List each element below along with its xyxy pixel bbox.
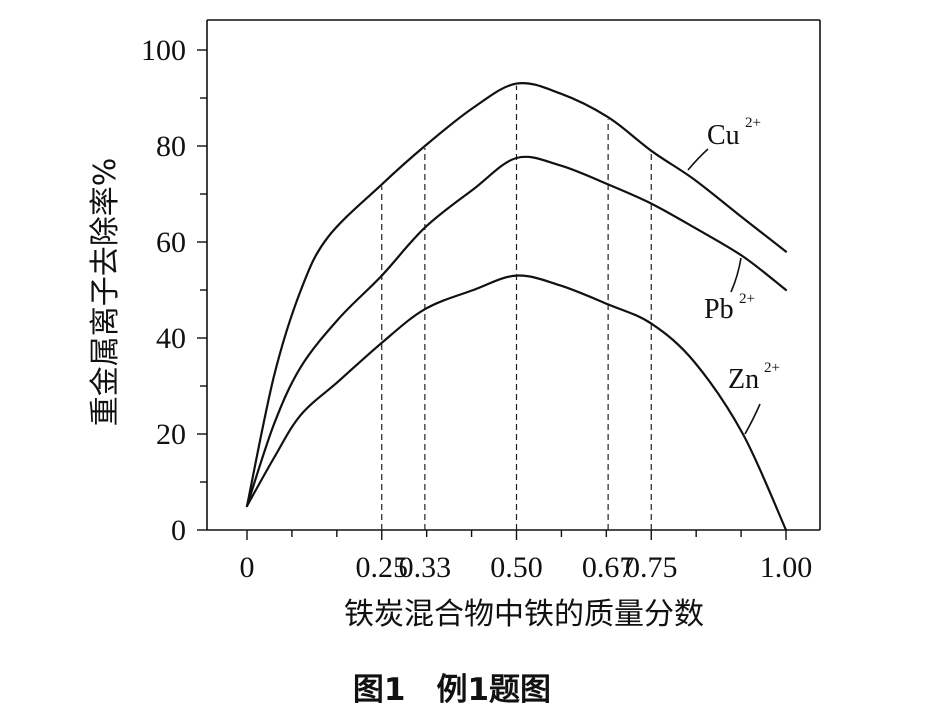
x-tick-label: 0.67: [582, 551, 635, 584]
zn-label: Zn: [728, 364, 759, 395]
y-tick-label: 80: [156, 130, 186, 163]
zn-series-label: Zn 2+: [728, 360, 780, 435]
plot-frame: [206, 19, 821, 531]
pb-sup: 2+: [739, 291, 755, 307]
x-tick-label: 0.33: [399, 551, 452, 584]
y-tick-label: 40: [156, 322, 186, 355]
zn-leader-line: [744, 403, 761, 435]
x-tick-label: 0.25: [356, 551, 409, 584]
pb-curve: [245, 155, 788, 508]
cu-label: Cu: [707, 120, 740, 151]
y-tick-label: 0: [171, 514, 186, 547]
pb-leader-line: [730, 257, 742, 293]
cu-curve: [245, 81, 788, 508]
cu-leader-line: [687, 148, 709, 171]
zn-curve: [245, 274, 788, 532]
pb-series-label: Pb 2+: [704, 257, 755, 325]
y-tick-label: 20: [156, 418, 186, 451]
y-axis-title: 重金属离子去除率%: [88, 158, 123, 427]
cu-series-label: Cu 2+: [687, 115, 761, 171]
pb-label: Pb: [704, 294, 734, 325]
figure-caption: 图1 例1题图: [353, 672, 551, 708]
x-tick-label: 1.00: [760, 551, 813, 584]
x-axis-title: 铁炭混合物中铁的质量分数: [344, 597, 704, 632]
x-tick-label: 0.75: [625, 551, 678, 584]
zn-sup: 2+: [764, 360, 780, 376]
series-curves: [245, 81, 788, 532]
guide-lines: [381, 85, 652, 530]
cu-sup: 2+: [745, 115, 761, 131]
ticks: 0 20 40 60 80 100 0 0.250.33 0.50 0.670.75 1.00: [141, 34, 812, 584]
y-tick-label: 100: [141, 34, 186, 67]
y-tick-label: 60: [156, 226, 186, 259]
x-tick-label: 0.50: [490, 551, 543, 584]
x-tick-label: 0: [240, 551, 255, 584]
